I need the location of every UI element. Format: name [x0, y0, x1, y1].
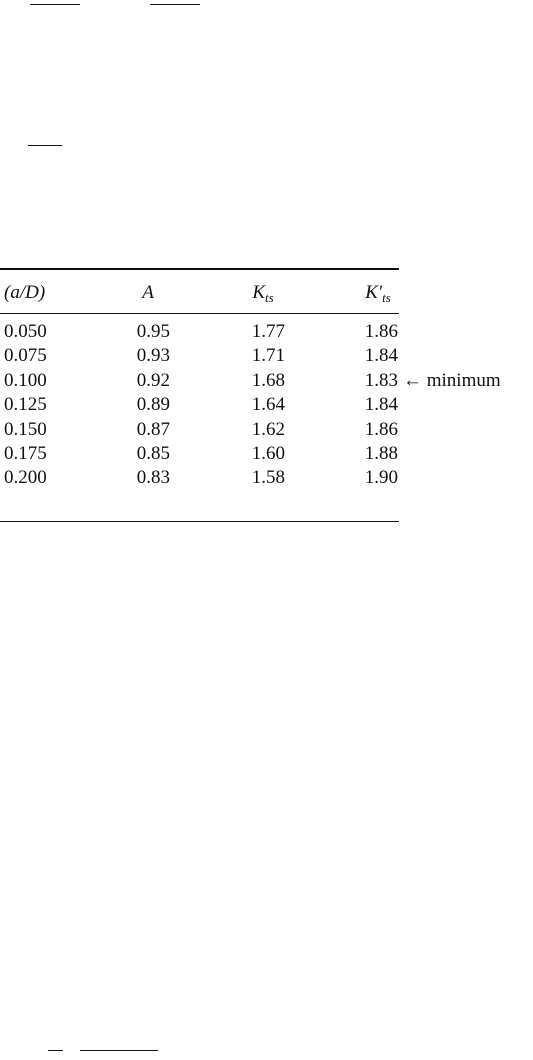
- table-cell: 1.77: [251, 321, 285, 342]
- table-cell: 0.87: [136, 418, 170, 440]
- table-cell: 0.89: [136, 394, 170, 416]
- bottom-rule: [0, 521, 399, 522]
- table-cell: 0.85: [136, 443, 170, 464]
- table-cell: 0.92: [136, 369, 170, 391]
- table-cell: 0.83: [136, 467, 170, 489]
- table-cell: 0.125: [4, 394, 47, 416]
- table-cell: 1.84: [364, 394, 398, 416]
- table-cell: 1.64: [251, 394, 285, 416]
- header-rule: [0, 313, 399, 314]
- table-cell: 1.62: [251, 418, 285, 440]
- header-text: (a/D): [4, 282, 46, 303]
- fraction-bar: [80, 1050, 158, 1051]
- table-cell: 1.88: [364, 443, 398, 464]
- fraction-bar: [150, 4, 200, 5]
- table-cell: 0.200: [4, 467, 47, 489]
- table-cell: 1.68: [251, 369, 285, 391]
- table-cell: 1.58: [251, 467, 285, 489]
- header-subscript: ts: [265, 290, 274, 305]
- table-cell: 0.150: [4, 418, 47, 440]
- header-cell: K′ts: [350, 282, 406, 309]
- table-cell: 0.050: [4, 321, 47, 342]
- table-cell: 1.84: [364, 345, 398, 367]
- table-cell: 1.60: [251, 443, 285, 464]
- table-cell: 1.71: [251, 345, 285, 367]
- header-subscript: ts: [382, 290, 391, 305]
- table-cell: 0.075: [4, 345, 47, 367]
- annotation: ← minimum: [403, 369, 501, 391]
- header-text: K′: [365, 282, 383, 303]
- top-rule: [0, 268, 399, 270]
- header-text: A: [142, 282, 154, 303]
- table-cell: 1.83: [364, 369, 398, 391]
- header-cell: (a/D): [4, 282, 84, 304]
- table-cell: 1.86: [364, 321, 398, 342]
- fraction-bar: [28, 145, 62, 146]
- header-cell: A: [120, 282, 176, 304]
- table-cell: 0.95: [136, 321, 170, 342]
- table-cell: 0.175: [4, 443, 47, 464]
- fraction-bar: [48, 1050, 63, 1051]
- table-cell: 0.100: [4, 369, 47, 391]
- table-cell: 1.90: [364, 467, 398, 489]
- header-cell: Kts: [235, 282, 291, 309]
- header-text: K: [252, 282, 265, 303]
- table-cell: 1.86: [364, 418, 398, 440]
- table-cell: 0.93: [136, 345, 170, 367]
- fraction-bar: [30, 4, 80, 5]
